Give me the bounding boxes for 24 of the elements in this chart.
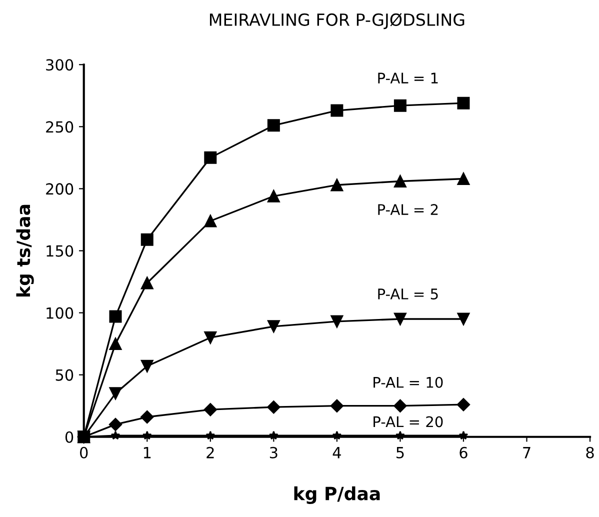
x-tick-label: 6 [460,446,468,458]
y-tick-label: 300 [46,59,74,71]
chart-title: MEIRAVLING FOR P-GJØDSLING [210,13,464,30]
series-label: P-AL = 2 [378,204,438,215]
x-tick-label: 8 [586,446,594,458]
series-label: P-AL = 10 [374,376,443,388]
y-tick-label: 50 [56,369,74,381]
x-tick-label: 5 [396,447,404,458]
x-tick-label: 3 [270,446,278,458]
x-tick-label: 1 [144,447,151,458]
y-tick-label: 200 [46,183,74,195]
y-tick-label: 100 [46,307,74,319]
x-tick-label: 7 [523,447,530,458]
x-tick-label: 4 [332,447,341,458]
x-tick-label: 2 [206,446,214,458]
y-tick-label: 150 [46,245,74,257]
y-tick-label: 0 [65,431,74,443]
series-label: P-AL = 5 [378,288,438,300]
y-tick-label: 250 [46,121,74,133]
series-label: P-AL = 1 [378,72,438,84]
y-axis-title: kg ts/daa [16,204,34,296]
series-label: P-AL = 20 [374,416,443,428]
x-tick-label: 0 [80,446,88,458]
x-axis-title: kg P/daa [294,486,380,504]
